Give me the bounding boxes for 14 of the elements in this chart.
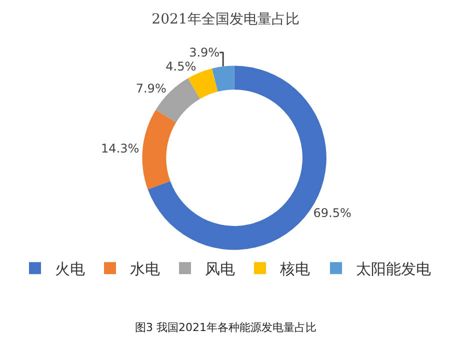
legend-label: 水电	[130, 260, 160, 278]
legend-label: 风电	[205, 260, 235, 278]
legend-label: 核电	[279, 260, 310, 278]
data-label: 3.9%	[189, 45, 220, 60]
data-label: 69.5%	[313, 206, 352, 220]
data-label: 4.5%	[166, 59, 196, 74]
data-label: 7.9%	[136, 81, 166, 96]
legend-label: 火电	[55, 260, 85, 278]
caption: 图3 我国2021年各种能源发电量占比	[135, 321, 316, 334]
donut-slice	[142, 110, 176, 190]
legend-label: 太阳能发电	[356, 260, 431, 278]
chart-title: 2021年全国发电量占比	[152, 12, 300, 28]
donut-slice	[212, 66, 234, 92]
data-label: 14.3%	[101, 142, 140, 156]
